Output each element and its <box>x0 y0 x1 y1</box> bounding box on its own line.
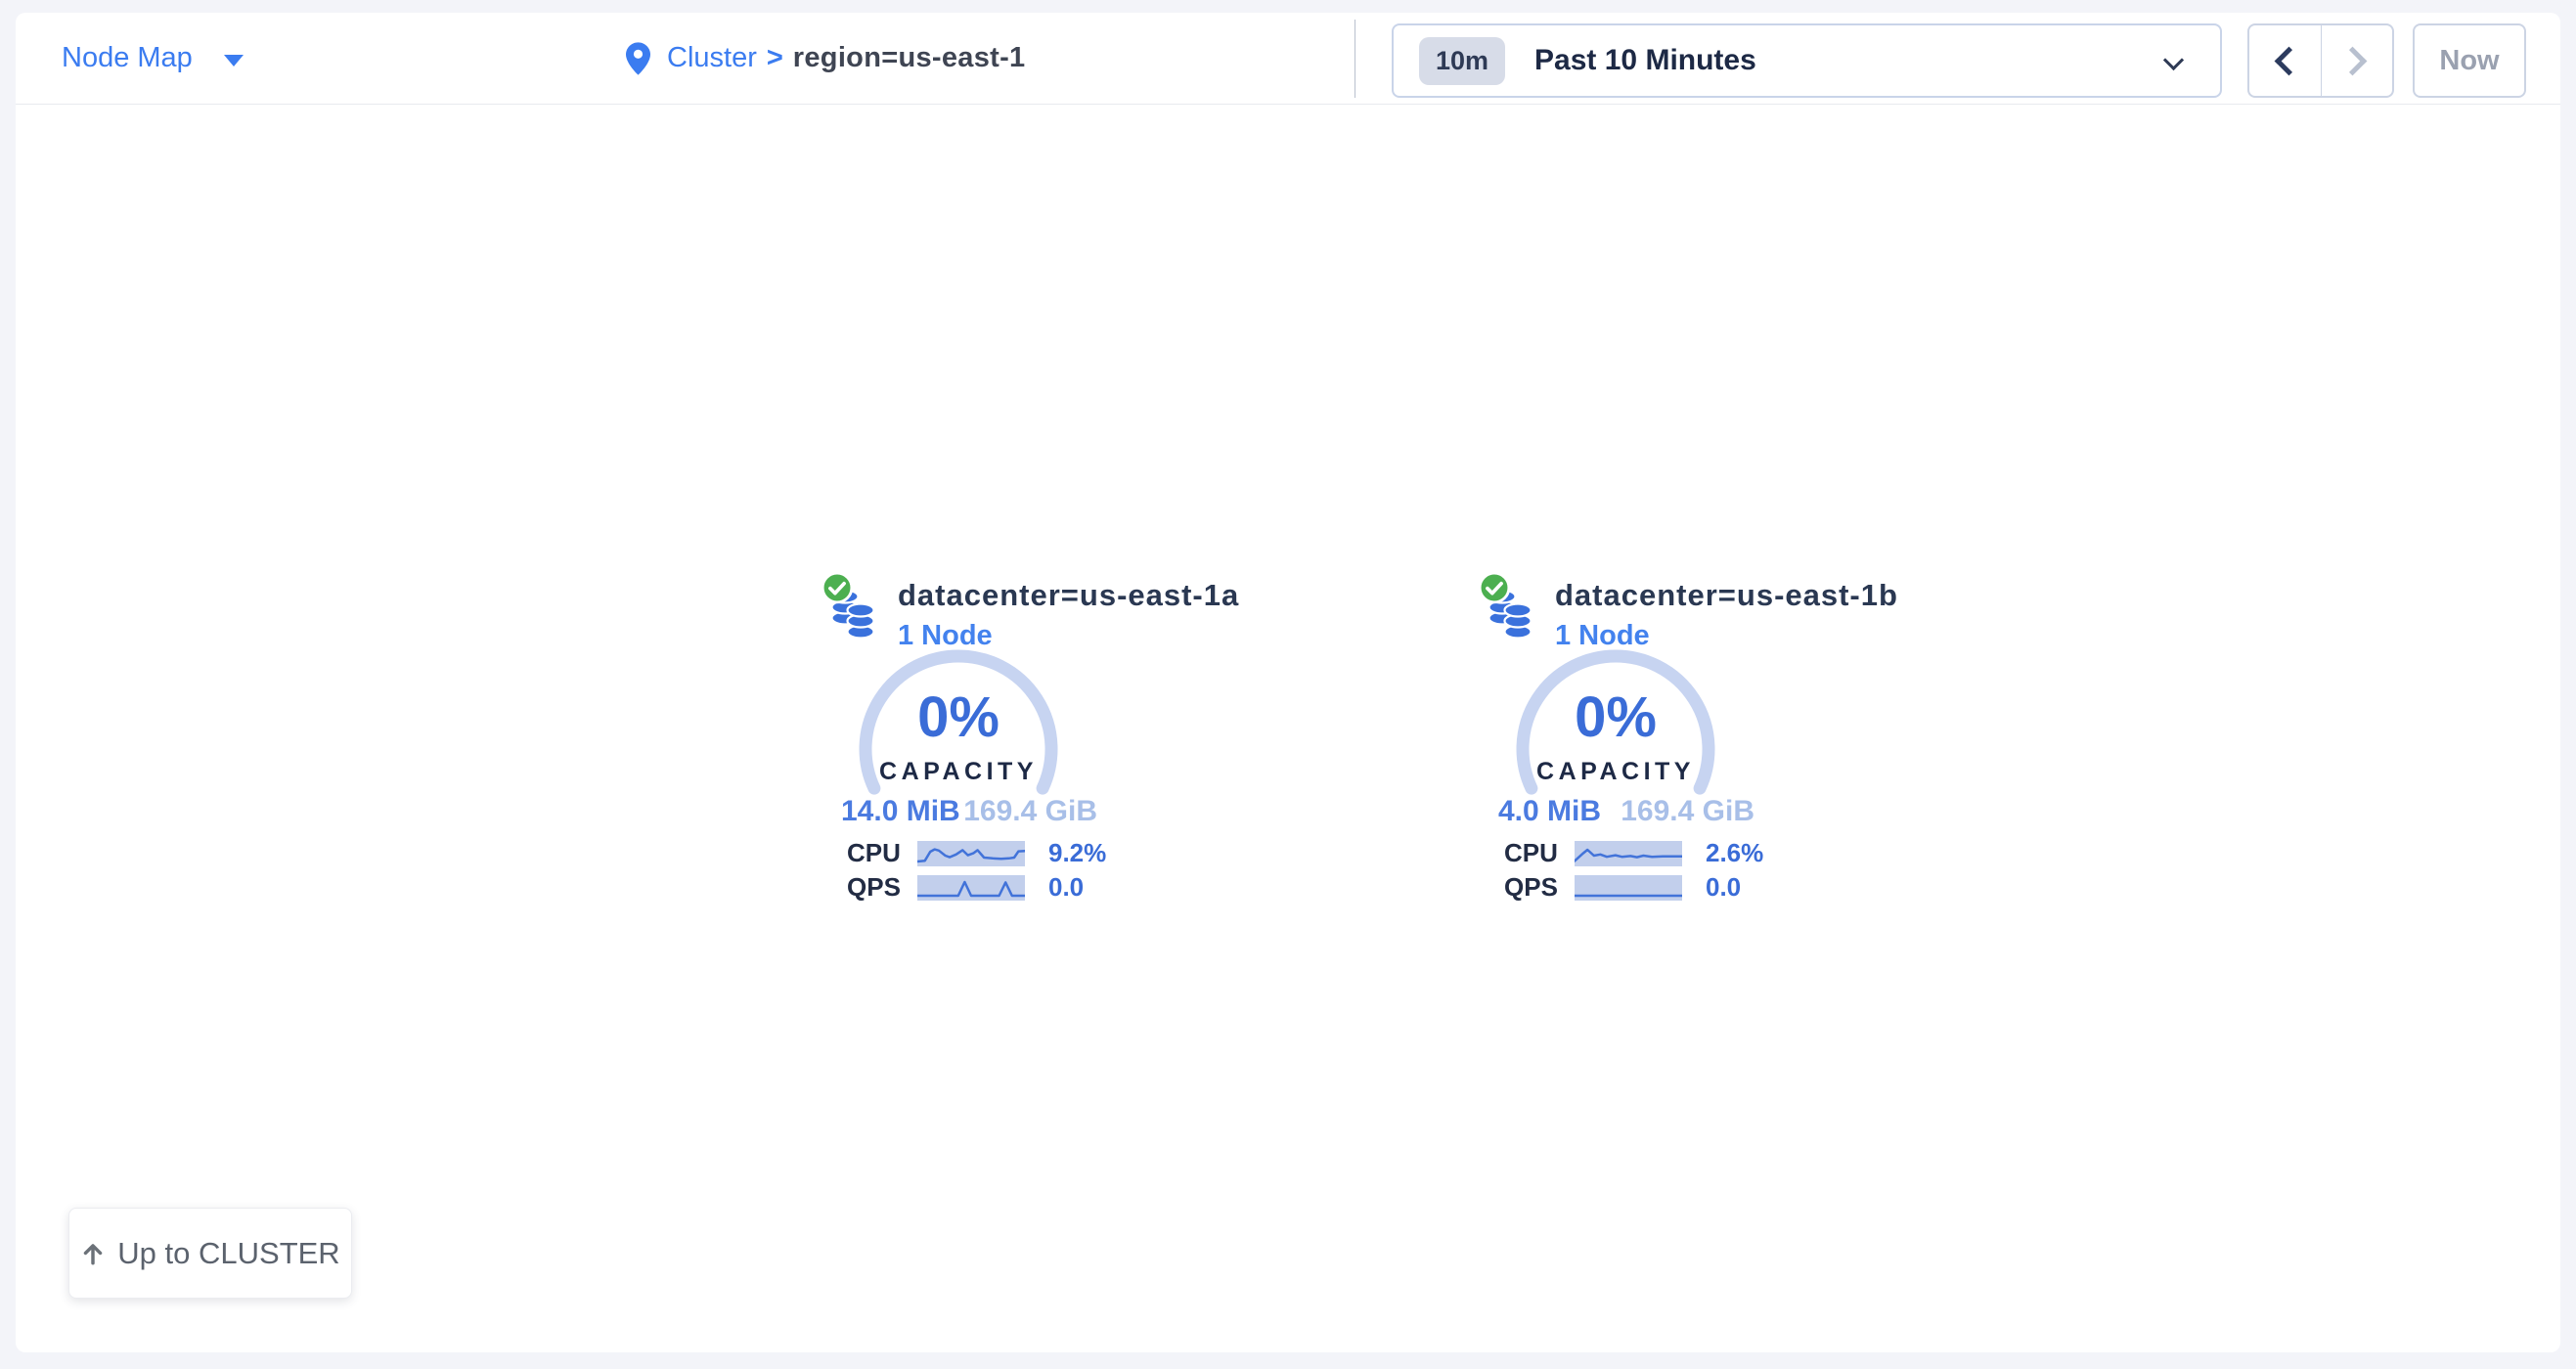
capacity-values: 14.0 MiB 169.4 GiB <box>841 795 1097 828</box>
time-nav-group <box>2247 23 2394 98</box>
up-to-cluster-button[interactable]: Up to CLUSTER <box>68 1208 352 1299</box>
qps-metric-row: QPS 0.0 <box>847 872 1106 902</box>
datacenter-card-us-east-1b[interactable]: datacenter=us-east-1b 1 Node 0% CAPACITY… <box>1469 570 1897 912</box>
breadcrumb-cluster-link[interactable]: Cluster <box>667 42 757 73</box>
capacity-gauge-arc <box>859 649 1058 795</box>
qps-metric-row: QPS 0.0 <box>1504 872 1763 902</box>
capacity-gauge: 0% CAPACITY <box>851 648 1066 805</box>
cpu-label: CPU <box>1504 838 1558 867</box>
status-healthy-check-icon <box>1478 571 1511 604</box>
time-prev-button[interactable] <box>2249 25 2321 96</box>
datacenter-title: datacenter=us-east-1b <box>1555 578 1898 612</box>
qps-value: 0.0 <box>1706 872 1742 902</box>
breadcrumb-current-region: region=us-east-1 <box>792 42 1026 73</box>
chevron-down-icon <box>223 54 244 66</box>
capacity-used: 4.0 MiB <box>1498 795 1602 827</box>
datacenter-card-us-east-1a[interactable]: datacenter=us-east-1a 1 Node 0% CAPACITY… <box>812 570 1238 912</box>
qps-sparkline <box>917 874 1025 901</box>
cpu-sparkline <box>1575 840 1682 866</box>
header: Node Map Cluster > region=us-east-1 10m … <box>16 13 2560 105</box>
breadcrumb-separator: > <box>766 42 783 73</box>
database-stack-icon <box>830 589 875 640</box>
capacity-label: CAPACITY <box>879 758 1038 785</box>
chevron-down-icon <box>2162 49 2185 71</box>
cpu-metric-row: CPU 9.2% <box>847 838 1107 867</box>
view-selector-label: Node Map <box>62 42 193 73</box>
chevron-left-icon <box>2274 46 2304 75</box>
chevron-right-icon <box>2337 46 2368 75</box>
datacenter-node-count: 1 Node <box>1555 620 1650 651</box>
content-panel: Node Map Cluster > region=us-east-1 10m … <box>16 13 2560 1352</box>
capacity-gauge: 0% CAPACITY <box>1508 648 1723 805</box>
time-range-label: Past 10 Minutes <box>1534 44 1756 76</box>
qps-label: QPS <box>847 872 901 902</box>
datacenter-icon-wrap <box>1478 571 1539 640</box>
capacity-used: 14.0 MiB <box>841 795 960 827</box>
qps-value: 0.0 <box>1048 872 1085 902</box>
qps-sparkline <box>1575 874 1682 901</box>
datacenter-node-count: 1 Node <box>898 620 993 651</box>
location-pin-icon <box>626 41 650 75</box>
capacity-gauge-arc <box>1516 649 1715 795</box>
time-range-badge: 10m <box>1419 36 1506 85</box>
now-button[interactable]: Now <box>2413 23 2526 98</box>
capacity-percentage: 0% <box>1575 685 1657 749</box>
datacenter-titles: datacenter=us-east-1b 1 Node <box>1555 572 1898 652</box>
cpu-sparkline <box>917 840 1025 866</box>
datacenter-header: datacenter=us-east-1a 1 Node <box>821 571 1239 652</box>
arrow-up-icon <box>84 1243 103 1264</box>
breadcrumb: Cluster > region=us-east-1 <box>626 13 1025 104</box>
capacity-total: 169.4 GiB <box>1621 795 1754 827</box>
view-selector-dropdown[interactable]: Node Map <box>62 13 244 104</box>
time-range-select[interactable]: 10m Past 10 Minutes <box>1392 23 2222 98</box>
capacity-percentage: 0% <box>917 685 999 749</box>
cpu-metric-row: CPU 2.6% <box>1504 838 1764 867</box>
capacity-label: CAPACITY <box>1536 758 1695 785</box>
metric-rows: CPU 2.6% QPS 0.0 <box>1504 838 1764 908</box>
capacity-total: 169.4 GiB <box>963 795 1097 827</box>
up-to-cluster-label: Up to CLUSTER <box>117 1235 340 1270</box>
cpu-value: 9.2% <box>1048 838 1107 867</box>
time-next-button[interactable] <box>2320 25 2393 96</box>
datacenter-titles: datacenter=us-east-1a 1 Node <box>898 572 1239 652</box>
status-healthy-check-icon <box>821 571 854 604</box>
qps-label: QPS <box>1504 872 1558 902</box>
metric-rows: CPU 9.2% QPS 0.0 <box>847 838 1107 908</box>
datacenter-title: datacenter=us-east-1a <box>898 578 1240 612</box>
datacenter-header: datacenter=us-east-1b 1 Node <box>1478 571 1898 652</box>
cpu-value: 2.6% <box>1706 838 1764 867</box>
cpu-label: CPU <box>847 838 901 867</box>
datacenter-icon-wrap <box>821 571 882 640</box>
capacity-values: 4.0 MiB 169.4 GiB <box>1498 795 1754 828</box>
